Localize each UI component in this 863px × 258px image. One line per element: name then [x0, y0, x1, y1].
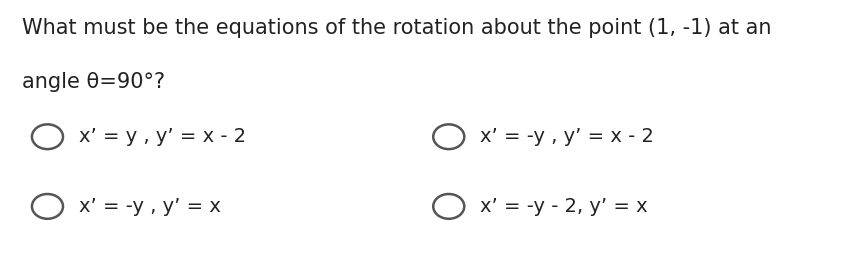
Text: What must be the equations of the rotation about the point (1, -1) at an: What must be the equations of the rotati… — [22, 18, 771, 38]
Text: x’ = -y , y’ = x: x’ = -y , y’ = x — [79, 197, 220, 216]
Text: x’ = y , y’ = x - 2: x’ = y , y’ = x - 2 — [79, 127, 246, 146]
Text: angle θ=90°?: angle θ=90°? — [22, 72, 165, 92]
Text: x’ = -y - 2, y’ = x: x’ = -y - 2, y’ = x — [480, 197, 647, 216]
Text: x’ = -y , y’ = x - 2: x’ = -y , y’ = x - 2 — [480, 127, 653, 146]
